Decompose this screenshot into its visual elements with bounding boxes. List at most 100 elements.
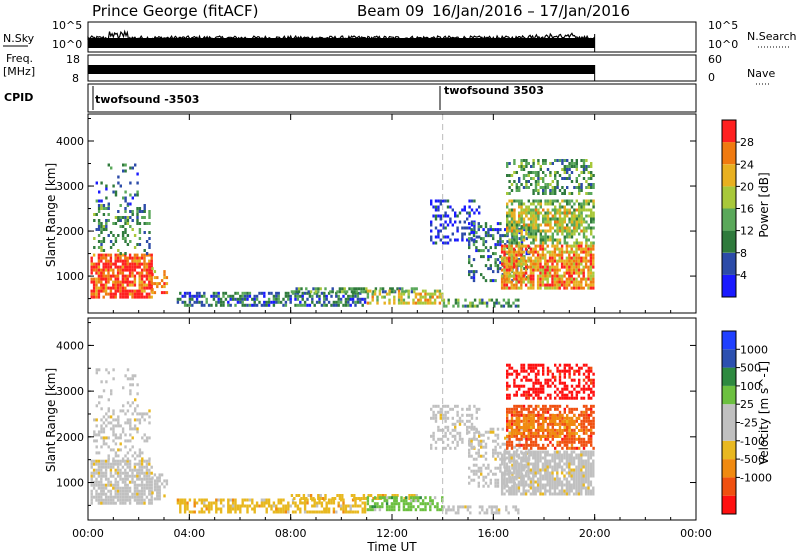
scatter-cell (510, 274, 513, 278)
scatter-cell (532, 384, 535, 388)
scatter-cell (509, 304, 513, 308)
scatter-cell (532, 262, 535, 266)
scatter-cell (239, 297, 242, 301)
scatter-cell (503, 474, 506, 478)
scatter-cell (347, 297, 350, 301)
scatter-cell (584, 462, 588, 466)
scatter-cell (463, 226, 466, 230)
scatter-cell (203, 294, 206, 298)
scatter-cell (102, 274, 105, 278)
scatter-cell (183, 303, 187, 307)
scatter-cell (331, 497, 334, 500)
scatter-cell (590, 186, 593, 189)
scatter-cell (107, 163, 110, 167)
scatter-cell (570, 420, 574, 423)
scatter-cell (592, 390, 595, 394)
scatter-cell (468, 439, 471, 443)
scatter-cell (405, 301, 408, 305)
scatter-cell (575, 492, 578, 496)
scatter-cell (140, 477, 144, 481)
scatter-cell (510, 223, 514, 227)
scatter-cell (109, 259, 113, 263)
scatter-cell (566, 428, 569, 432)
scatter-cell (582, 256, 585, 260)
scatter-cell (565, 250, 569, 254)
scatter-cell (461, 208, 464, 212)
scatter-cell (129, 404, 132, 408)
scatter-cell (503, 480, 506, 484)
scatter-cell (575, 465, 578, 469)
scatter-cell (573, 428, 576, 432)
scatter-cell (513, 429, 516, 432)
scatter-cell (558, 396, 562, 400)
scatter-cell (529, 450, 533, 454)
scatter-cell (515, 226, 518, 230)
scatter-cell (133, 457, 137, 461)
scatter-cell (541, 265, 545, 269)
scatter-cell (133, 462, 137, 466)
scatter-cell (539, 186, 542, 189)
scatter-cell (104, 274, 108, 278)
scatter-cell (314, 287, 318, 291)
scatter-cell (492, 439, 495, 443)
scatter-cell (229, 510, 232, 514)
scatter-cell (393, 301, 396, 305)
scatter-cell (539, 381, 542, 385)
scatter-cell (592, 486, 595, 490)
scatter-cell (558, 217, 562, 221)
scatter-cell (551, 477, 554, 481)
scatter-cell (323, 300, 326, 304)
scatter-cell (397, 301, 401, 305)
scatter-cell (561, 226, 564, 230)
scatter-cell (515, 283, 518, 287)
scatter-cell (109, 262, 113, 266)
scatter-cell (508, 186, 511, 189)
scatter-cell (553, 265, 557, 269)
scatter-cell (482, 237, 485, 241)
scatter-cell (504, 469, 507, 473)
scatter-cell (475, 472, 478, 476)
scatter-cell (556, 220, 559, 224)
scatter-cell (437, 205, 440, 209)
scatter-cell (468, 442, 471, 446)
scatter-cell (100, 424, 103, 428)
scatter-cell (505, 268, 509, 272)
scatter-cell (478, 235, 481, 239)
scatter-cell (515, 375, 518, 379)
scatter-cell (272, 294, 276, 298)
scatter-cell (592, 453, 595, 457)
scatter-cell (107, 415, 110, 419)
scatter-cell (527, 171, 530, 174)
scatter-cell (527, 477, 530, 481)
scatter-cell (532, 483, 535, 487)
scatter-cell (534, 250, 537, 254)
scatter-cell (311, 297, 314, 301)
scatter-cell (121, 295, 125, 299)
scatter-cell (589, 253, 593, 257)
scatter-cell (508, 192, 511, 195)
scatter-cell (131, 436, 134, 440)
scatter-cell (566, 199, 569, 203)
scatter-cell (558, 462, 561, 466)
scatter-cell (409, 508, 413, 512)
scatter-cell (337, 501, 340, 505)
scatter-cell (542, 192, 545, 195)
scatter-cell (102, 489, 105, 493)
scatter-cell (563, 165, 566, 168)
scatter-cell (119, 268, 122, 272)
scatter-cell (487, 436, 490, 440)
scatter-cell (313, 303, 316, 307)
scatter-cell (508, 443, 511, 447)
scatter-cell (437, 404, 440, 408)
scatter-cell (537, 378, 540, 382)
scatter-cell (536, 483, 540, 487)
scatter-cell (102, 471, 105, 475)
scatter-cell (255, 303, 259, 307)
scatter-cell (205, 297, 208, 301)
scatter-cell (109, 295, 113, 299)
scatter-cell (468, 205, 471, 209)
scatter-cell (265, 303, 268, 307)
scatter-cell (110, 166, 113, 170)
scatter-cell (575, 177, 578, 180)
scatter-cell (556, 274, 559, 278)
